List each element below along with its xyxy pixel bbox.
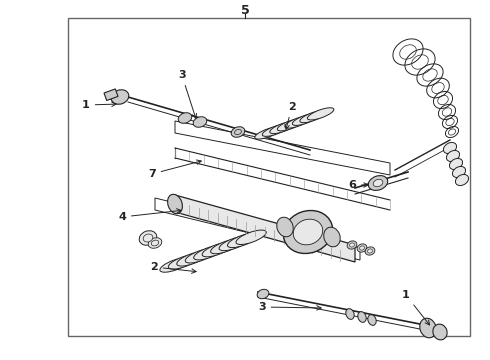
Ellipse shape: [300, 111, 326, 123]
Ellipse shape: [294, 219, 323, 245]
Ellipse shape: [143, 234, 153, 242]
Ellipse shape: [420, 318, 436, 338]
Ellipse shape: [449, 158, 463, 170]
Ellipse shape: [357, 244, 367, 252]
Ellipse shape: [307, 108, 334, 120]
Ellipse shape: [148, 238, 162, 248]
Ellipse shape: [160, 258, 190, 272]
Ellipse shape: [433, 324, 447, 340]
Ellipse shape: [373, 179, 383, 187]
Text: 1: 1: [402, 290, 430, 325]
Ellipse shape: [368, 176, 388, 190]
Ellipse shape: [227, 233, 258, 248]
Ellipse shape: [255, 127, 281, 139]
Ellipse shape: [443, 143, 457, 154]
Ellipse shape: [185, 248, 216, 263]
Text: 6: 6: [348, 180, 368, 190]
Text: 3: 3: [178, 70, 196, 118]
Text: 7: 7: [148, 160, 201, 179]
Ellipse shape: [446, 150, 460, 162]
Ellipse shape: [236, 230, 266, 244]
Ellipse shape: [262, 124, 289, 136]
Ellipse shape: [358, 312, 366, 322]
Ellipse shape: [177, 252, 207, 266]
Bar: [104, 89, 118, 100]
Ellipse shape: [169, 255, 198, 269]
Ellipse shape: [455, 175, 468, 185]
Ellipse shape: [151, 240, 159, 246]
Ellipse shape: [346, 309, 354, 319]
Polygon shape: [175, 195, 355, 262]
Text: 5: 5: [241, 4, 249, 17]
Ellipse shape: [277, 217, 293, 237]
Text: 4: 4: [118, 209, 181, 222]
Text: 1: 1: [82, 100, 116, 110]
Ellipse shape: [235, 129, 242, 135]
Text: 2: 2: [150, 262, 196, 273]
Ellipse shape: [360, 246, 365, 250]
Ellipse shape: [168, 194, 182, 214]
Ellipse shape: [231, 127, 245, 137]
Ellipse shape: [211, 239, 241, 254]
Ellipse shape: [219, 236, 249, 251]
Ellipse shape: [347, 241, 357, 249]
Ellipse shape: [283, 211, 333, 253]
Ellipse shape: [257, 289, 269, 299]
Text: 3: 3: [258, 302, 321, 312]
Ellipse shape: [270, 121, 296, 134]
Ellipse shape: [202, 242, 232, 257]
Ellipse shape: [193, 117, 207, 127]
Ellipse shape: [368, 315, 376, 325]
Ellipse shape: [277, 119, 304, 131]
Ellipse shape: [111, 90, 129, 104]
Bar: [68, 18, 470, 336]
Ellipse shape: [178, 113, 192, 123]
Ellipse shape: [365, 247, 375, 255]
Ellipse shape: [324, 227, 340, 247]
Ellipse shape: [194, 246, 224, 260]
Ellipse shape: [349, 243, 354, 247]
Ellipse shape: [452, 166, 466, 177]
Ellipse shape: [139, 231, 157, 245]
Text: 2: 2: [285, 102, 296, 129]
Ellipse shape: [285, 116, 311, 128]
Ellipse shape: [293, 113, 319, 125]
Ellipse shape: [368, 249, 372, 253]
